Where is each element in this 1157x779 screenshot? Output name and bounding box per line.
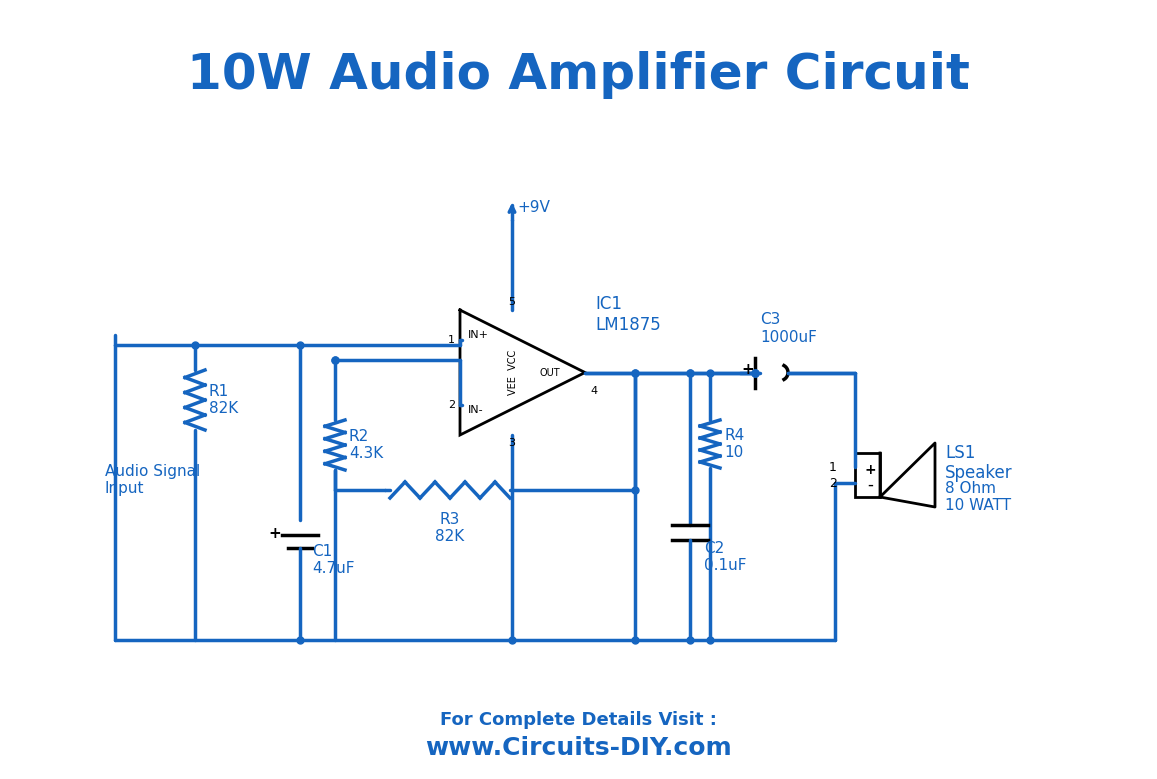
Text: 8 Ohm
10 WATT: 8 Ohm 10 WATT	[945, 481, 1011, 513]
Text: LS1
Speaker: LS1 Speaker	[945, 443, 1012, 482]
Text: Audio Signal
Input: Audio Signal Input	[105, 464, 200, 496]
Text: +: +	[864, 463, 876, 477]
Text: www.Circuits-DIY.com: www.Circuits-DIY.com	[425, 736, 731, 760]
Text: 1: 1	[448, 335, 455, 345]
Text: 5: 5	[508, 297, 516, 307]
Text: R2
4.3K: R2 4.3K	[349, 428, 383, 461]
Text: C1
4.7uF: C1 4.7uF	[312, 544, 354, 576]
Text: IC1
LM1875: IC1 LM1875	[595, 295, 661, 333]
Text: -: -	[867, 476, 872, 494]
Text: R4
10: R4 10	[724, 428, 744, 460]
Bar	[855, 453, 880, 497]
Text: For Complete Details Visit :: For Complete Details Visit :	[440, 711, 716, 729]
Text: C2
0.1uF: C2 0.1uF	[703, 541, 746, 573]
Text: +: +	[268, 526, 281, 541]
Text: VEE  VCC: VEE VCC	[508, 350, 517, 395]
Text: R3
82K: R3 82K	[435, 512, 465, 545]
Text: 2: 2	[830, 477, 837, 489]
Text: R1
82K: R1 82K	[209, 384, 238, 416]
Text: OUT: OUT	[539, 368, 560, 378]
Text: 1: 1	[830, 460, 837, 474]
Text: IN-: IN-	[467, 405, 484, 415]
Text: 2: 2	[448, 400, 455, 410]
Text: +: +	[742, 362, 754, 377]
Text: +9V: +9V	[517, 200, 550, 215]
Text: 3: 3	[508, 438, 516, 448]
Text: 4: 4	[590, 386, 597, 396]
Text: C3
1000uF: C3 1000uF	[760, 312, 817, 344]
Text: 10W Audio Amplifier Circuit: 10W Audio Amplifier Circuit	[186, 51, 970, 99]
Text: IN+: IN+	[467, 330, 489, 340]
